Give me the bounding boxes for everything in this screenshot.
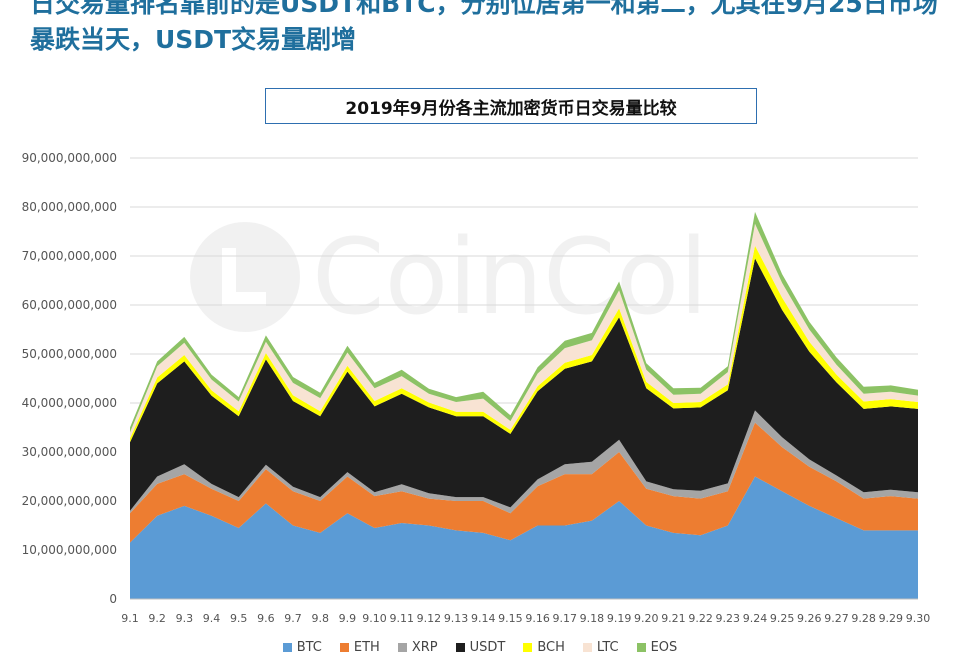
x-tick-label: 9.6 xyxy=(257,612,275,625)
x-tick-label: 9.4 xyxy=(203,612,221,625)
legend-swatch xyxy=(582,642,592,652)
y-tick-label: 0 xyxy=(109,592,117,606)
x-tick-label: 9.17 xyxy=(553,612,578,625)
legend-label: BTC xyxy=(296,639,322,655)
legend-item-eos: EOS xyxy=(636,637,678,657)
x-tick-label: 9.12 xyxy=(417,612,442,625)
x-tick-label: 9.30 xyxy=(906,612,931,625)
legend-item-eth: ETH xyxy=(339,637,380,657)
legend-item-bch: BCH xyxy=(523,637,565,657)
x-tick-label: 9.29 xyxy=(879,612,904,625)
x-tick-label: 9.15 xyxy=(498,612,523,625)
x-tick-label: 9.1 xyxy=(121,612,139,625)
y-tick-label: 90,000,000,000 xyxy=(22,151,117,165)
x-tick-label: 9.2 xyxy=(148,612,166,625)
y-tick-label: 40,000,000,000 xyxy=(22,396,117,410)
x-tick-label: 9.24 xyxy=(743,612,768,625)
y-tick-label: 80,000,000,000 xyxy=(22,200,117,214)
x-tick-label: 9.22 xyxy=(688,612,713,625)
legend-label: BCH xyxy=(537,639,565,655)
series-area-bch xyxy=(130,245,918,443)
legend-item-xrp: XRP xyxy=(397,637,438,657)
headline: 日交易量排名靠前的是USDT和BTC，分别位居第一和第二，尤其在9月25日市场暴… xyxy=(30,0,938,54)
x-tick-label: 9.13 xyxy=(444,612,469,625)
x-tick-label: 9.8 xyxy=(311,612,329,625)
chart-title: 2019年9月份各主流加密货币日交易量比较 xyxy=(265,88,757,124)
legend-label: USDT xyxy=(469,639,506,655)
legend-swatch xyxy=(455,642,465,652)
legend-label: XRP xyxy=(411,639,438,655)
y-tick-label: 30,000,000,000 xyxy=(22,445,117,459)
legend-item-ltc: LTC xyxy=(582,637,619,657)
y-tick-label: 50,000,000,000 xyxy=(22,347,117,361)
legend-swatch xyxy=(397,642,407,652)
legend-label: EOS xyxy=(650,639,678,655)
series-area-usdt xyxy=(130,258,918,511)
series-area-xrp xyxy=(130,410,918,514)
chart-legend: BTC ETH XRP USDT BCH LTC EOS xyxy=(0,637,960,657)
legend-swatch xyxy=(282,642,292,652)
legend-item-btc: BTC xyxy=(282,637,322,657)
x-tick-label: 9.19 xyxy=(607,612,632,625)
x-tick-label: 9.5 xyxy=(230,612,248,625)
series-area-ltc xyxy=(130,223,918,439)
legend-swatch xyxy=(636,642,646,652)
y-tick-label: 10,000,000,000 xyxy=(22,543,117,557)
series-area-btc xyxy=(130,476,918,599)
x-tick-label: 9.9 xyxy=(339,612,357,625)
legend-swatch xyxy=(523,642,533,652)
x-tick-label: 9.25 xyxy=(770,612,795,625)
x-tick-label: 9.28 xyxy=(851,612,876,625)
y-tick-label: 20,000,000,000 xyxy=(22,494,117,508)
series-area-eth xyxy=(130,422,918,543)
x-tick-label: 9.7 xyxy=(284,612,302,625)
legend-swatch xyxy=(339,642,349,652)
x-tick-label: 9.16 xyxy=(525,612,550,625)
x-tick-label: 9.20 xyxy=(634,612,659,625)
x-tick-label: 9.18 xyxy=(580,612,605,625)
x-tick-label: 9.21 xyxy=(661,612,686,625)
legend-label: ETH xyxy=(353,639,380,655)
x-tick-label: 9.10 xyxy=(362,612,387,625)
x-tick-label: 9.27 xyxy=(824,612,849,625)
legend-item-usdt: USDT xyxy=(455,637,506,657)
legend-label: LTC xyxy=(596,639,619,655)
x-tick-label: 9.3 xyxy=(176,612,194,625)
y-tick-label: 70,000,000,000 xyxy=(22,249,117,263)
series-area-eos xyxy=(130,211,918,433)
x-tick-label: 9.26 xyxy=(797,612,822,625)
x-tick-label: 9.23 xyxy=(716,612,741,625)
y-tick-label: 60,000,000,000 xyxy=(22,298,117,312)
x-tick-label: 9.11 xyxy=(389,612,414,625)
x-tick-label: 9.14 xyxy=(471,612,496,625)
